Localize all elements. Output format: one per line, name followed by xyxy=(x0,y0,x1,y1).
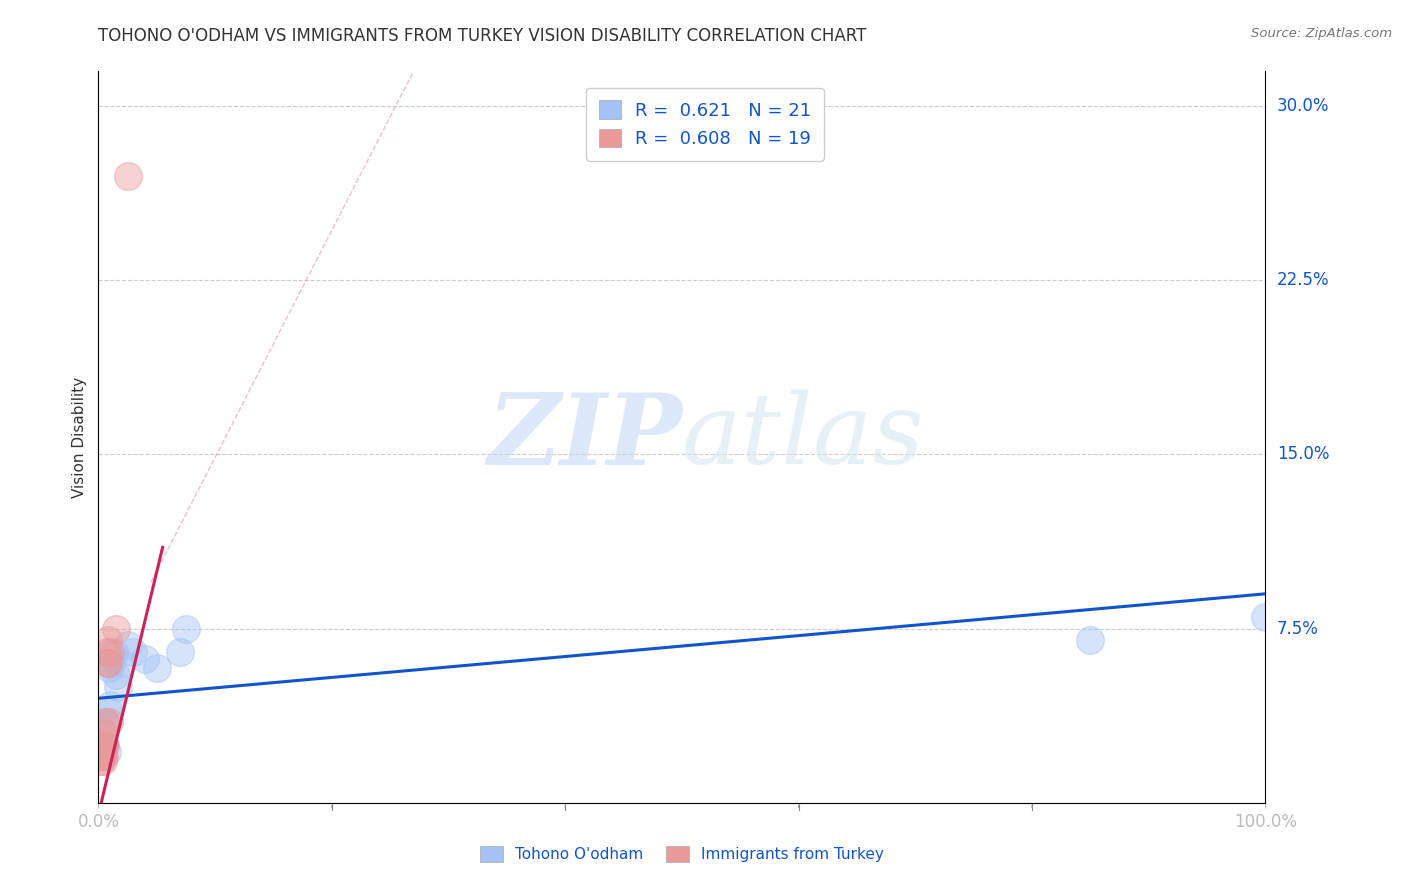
Point xyxy=(97,703,120,717)
Point xyxy=(1080,633,1102,648)
Point xyxy=(93,749,115,764)
Point xyxy=(107,680,129,694)
Y-axis label: Vision Disability: Vision Disability xyxy=(72,376,87,498)
Point xyxy=(93,738,115,752)
Point xyxy=(117,169,139,183)
Text: 15.0%: 15.0% xyxy=(1277,445,1330,464)
Point xyxy=(104,622,127,636)
Point xyxy=(117,638,139,652)
Text: 22.5%: 22.5% xyxy=(1277,271,1330,289)
Point xyxy=(98,698,121,713)
Text: ZIP: ZIP xyxy=(486,389,682,485)
Point xyxy=(91,738,114,752)
Point xyxy=(94,738,117,752)
Text: atlas: atlas xyxy=(682,390,925,484)
Legend: Tohono O'odham, Immigrants from Turkey: Tohono O'odham, Immigrants from Turkey xyxy=(474,839,890,868)
Point xyxy=(111,657,134,671)
Point xyxy=(1254,610,1277,624)
Point xyxy=(169,645,191,659)
Point xyxy=(91,726,114,740)
Point xyxy=(93,738,115,752)
Point xyxy=(98,645,121,659)
Point xyxy=(90,754,112,768)
Point xyxy=(90,745,112,759)
Point xyxy=(90,749,112,764)
Point xyxy=(134,652,156,666)
Text: 30.0%: 30.0% xyxy=(1277,97,1330,115)
Point xyxy=(96,657,118,671)
Point xyxy=(97,661,120,675)
Point xyxy=(97,633,120,648)
Point xyxy=(146,661,169,675)
Point xyxy=(94,714,117,729)
Point xyxy=(96,745,118,759)
Point xyxy=(96,645,118,659)
Text: TOHONO O'ODHAM VS IMMIGRANTS FROM TURKEY VISION DISABILITY CORRELATION CHART: TOHONO O'ODHAM VS IMMIGRANTS FROM TURKEY… xyxy=(98,27,866,45)
Point xyxy=(91,754,114,768)
Point xyxy=(174,622,197,636)
Point xyxy=(93,726,115,740)
Point xyxy=(90,749,112,764)
Point xyxy=(103,645,125,659)
Point xyxy=(97,657,120,671)
Text: Source: ZipAtlas.com: Source: ZipAtlas.com xyxy=(1251,27,1392,40)
Point xyxy=(94,714,117,729)
Point xyxy=(104,668,127,682)
Point xyxy=(91,745,114,759)
Point xyxy=(100,657,122,671)
Text: 7.5%: 7.5% xyxy=(1277,620,1319,638)
Point xyxy=(97,714,120,729)
Point xyxy=(122,645,145,659)
